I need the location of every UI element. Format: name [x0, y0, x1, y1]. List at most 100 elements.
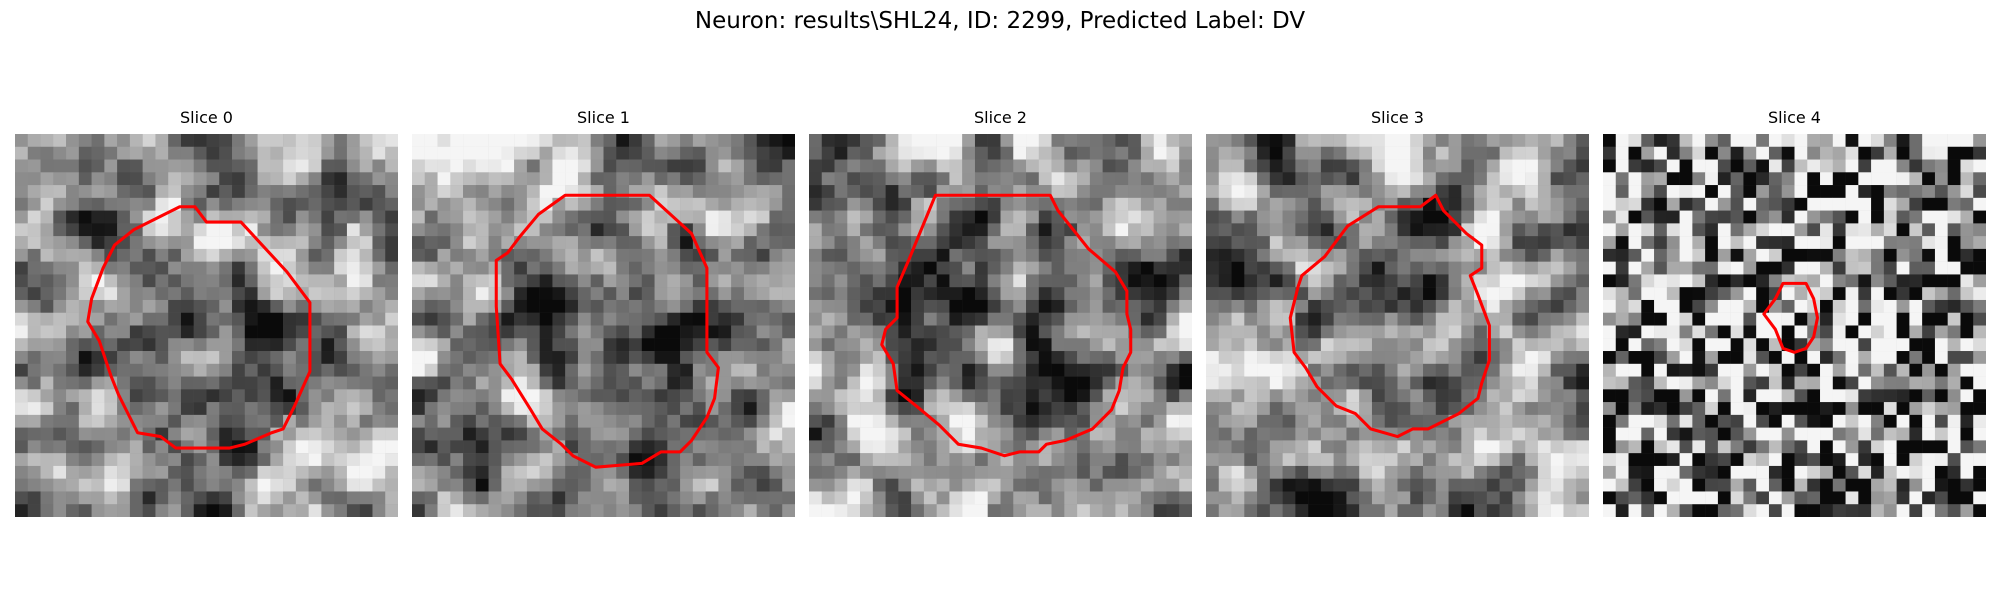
image-pixel: [104, 351, 118, 364]
image-pixel: [1179, 427, 1192, 441]
image-pixel: [1730, 261, 1744, 275]
image-pixel: [1102, 453, 1116, 467]
image-pixel: [1038, 159, 1052, 173]
image-pixel: [1295, 185, 1309, 199]
image-pixel: [539, 453, 553, 467]
image-pixel: [847, 325, 861, 339]
image-pixel: [412, 440, 425, 454]
image-pixel: [629, 159, 642, 173]
image-pixel: [885, 197, 899, 211]
image-pixel: [1140, 197, 1154, 211]
image-pixel: [1550, 248, 1564, 262]
image-pixel: [1909, 414, 1923, 428]
image-pixel: [821, 287, 835, 301]
image-pixel: [1820, 236, 1833, 250]
image-pixel: [974, 491, 988, 505]
image-pixel: [809, 465, 822, 479]
image-pixel: [1474, 351, 1488, 364]
image-pixel: [321, 185, 335, 199]
image-pixel: [488, 427, 502, 441]
image-pixel: [809, 325, 822, 339]
image-pixel: [1333, 197, 1347, 211]
image-pixel: [1295, 312, 1309, 326]
image-pixel: [1077, 287, 1091, 301]
image-pixel: [1153, 414, 1167, 428]
image-pixel: [1717, 236, 1731, 250]
image-pixel: [1000, 338, 1014, 352]
image-pixel: [911, 185, 925, 199]
image-pixel: [962, 504, 976, 517]
image-pixel: [936, 287, 950, 301]
image-pixel: [680, 453, 694, 467]
image-pixel: [1909, 261, 1923, 275]
image-pixel: [1820, 465, 1833, 479]
image-pixel: [270, 223, 284, 237]
image-pixel: [680, 491, 694, 505]
image-pixel: [244, 325, 258, 339]
image-pixel: [219, 363, 233, 377]
image-pixel: [1077, 274, 1091, 288]
image-pixel: [463, 159, 477, 173]
image-pixel: [1269, 197, 1283, 211]
image-pixel: [66, 351, 80, 364]
image-pixel: [463, 363, 477, 377]
image-pixel: [1077, 414, 1091, 428]
image-pixel: [1166, 185, 1180, 199]
image-pixel: [936, 376, 950, 390]
image-pixel: [180, 299, 194, 313]
image-pixel: [1486, 465, 1500, 479]
image-pixel: [40, 274, 54, 288]
image-pixel: [1269, 274, 1283, 288]
image-pixel: [1064, 351, 1078, 364]
image-pixel: [1576, 478, 1589, 492]
image-pixel: [743, 236, 757, 250]
image-pixel: [1231, 376, 1245, 390]
image-pixel: [1179, 363, 1192, 377]
image-pixel: [1359, 299, 1373, 313]
image-pixel: [641, 210, 655, 224]
image-pixel: [168, 185, 182, 199]
image-pixel: [1858, 491, 1872, 505]
image-pixel: [962, 478, 976, 492]
image-pixel: [1512, 197, 1526, 211]
image-pixel: [1563, 287, 1577, 301]
image-pixel: [346, 402, 360, 416]
image-pixel: [1871, 159, 1885, 173]
image-pixel: [1346, 159, 1360, 173]
image-pixel: [321, 248, 335, 262]
image-pixel: [488, 504, 502, 517]
slice-panel-0: Slice 0: [15, 108, 398, 517]
image-pixel: [821, 465, 835, 479]
image-pixel: [1308, 248, 1322, 262]
image-pixel: [1794, 236, 1808, 250]
image-pixel: [308, 465, 322, 479]
image-pixel: [1140, 338, 1154, 352]
image-pixel: [372, 465, 386, 479]
image-pixel: [142, 325, 156, 339]
image-pixel: [1563, 248, 1577, 262]
image-pixel: [359, 236, 373, 250]
image-pixel: [1947, 299, 1961, 313]
image-pixel: [1218, 312, 1232, 326]
image-pixel: [385, 248, 398, 262]
image-pixel: [1064, 453, 1078, 467]
image-pixel: [270, 376, 284, 390]
image-pixel: [424, 197, 438, 211]
image-pixel: [898, 427, 912, 441]
image-pixel: [847, 223, 861, 237]
image-pixel: [1474, 414, 1488, 428]
image-pixel: [283, 248, 297, 262]
image-pixel: [1397, 210, 1411, 224]
image-pixel: [539, 223, 553, 237]
image-pixel: [1730, 389, 1744, 403]
image-pixel: [412, 287, 425, 301]
image-pixel: [885, 159, 899, 173]
image-pixel: [769, 427, 783, 441]
image-pixel: [821, 351, 835, 364]
image-pixel: [1947, 389, 1961, 403]
image-pixel: [283, 363, 297, 377]
image-pixel: [1909, 491, 1923, 505]
image-pixel: [257, 414, 271, 428]
image-pixel: [295, 261, 309, 275]
image-pixel: [1832, 210, 1846, 224]
